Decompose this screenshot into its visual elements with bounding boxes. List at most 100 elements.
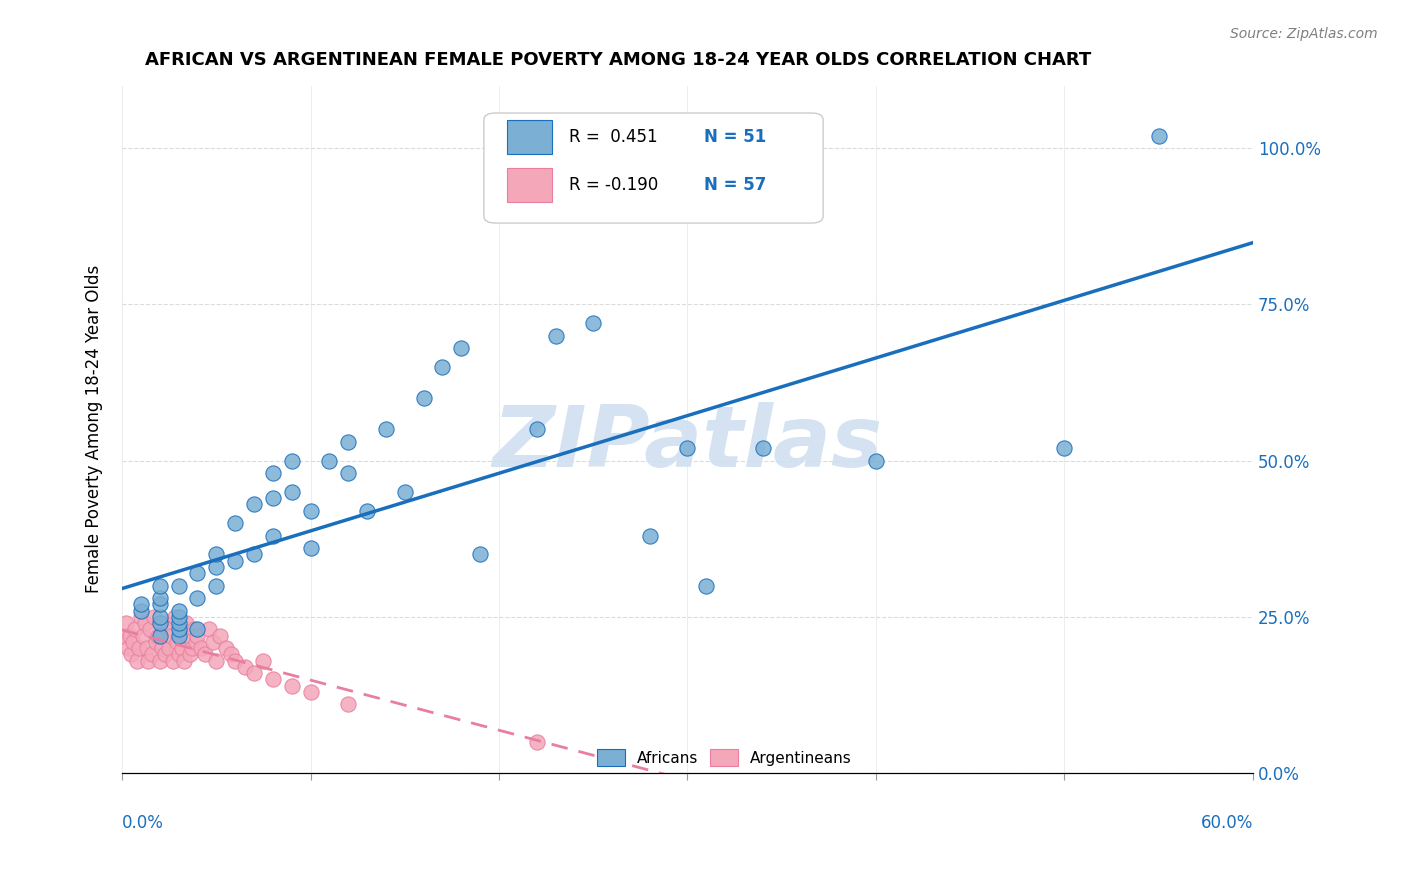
Point — [184, 635, 207, 649]
Point — [149, 591, 172, 606]
Point — [149, 616, 172, 631]
Point — [432, 359, 454, 374]
Point — [145, 635, 167, 649]
Point — [209, 629, 232, 643]
Point — [356, 503, 378, 517]
Point — [167, 623, 190, 637]
Point — [215, 641, 238, 656]
Point — [121, 648, 143, 662]
Point — [155, 648, 177, 662]
Point — [299, 685, 322, 699]
Point — [129, 610, 152, 624]
FancyBboxPatch shape — [484, 113, 823, 223]
Point — [180, 641, 202, 656]
Point — [186, 591, 208, 606]
Point — [167, 648, 190, 662]
Point — [141, 648, 163, 662]
Point — [186, 566, 208, 581]
Point — [174, 616, 197, 631]
Point — [262, 673, 284, 687]
Point — [205, 548, 228, 562]
Point — [262, 491, 284, 505]
Point — [167, 629, 190, 643]
Point — [752, 441, 775, 455]
Bar — [710, 749, 738, 766]
Point — [179, 648, 201, 662]
Point — [166, 635, 188, 649]
Point — [252, 654, 274, 668]
Y-axis label: Female Poverty Among 18-24 Year Olds: Female Poverty Among 18-24 Year Olds — [86, 265, 103, 593]
Point — [224, 516, 246, 530]
Text: Africans: Africans — [637, 750, 697, 765]
Point — [117, 641, 139, 656]
Point — [526, 735, 548, 749]
Point — [638, 528, 661, 542]
Point — [112, 629, 135, 643]
Point — [337, 698, 360, 712]
Text: Source: ZipAtlas.com: Source: ZipAtlas.com — [1230, 27, 1378, 41]
Point — [167, 579, 190, 593]
Point — [205, 560, 228, 574]
Text: R = -0.190: R = -0.190 — [568, 177, 658, 194]
Point — [149, 629, 172, 643]
Point — [167, 610, 190, 624]
Point — [243, 497, 266, 511]
Point — [143, 610, 166, 624]
Point — [676, 441, 699, 455]
Point — [134, 616, 156, 631]
Point — [150, 641, 173, 656]
Point — [374, 422, 396, 436]
Point — [149, 579, 172, 593]
Point — [450, 341, 472, 355]
Point — [337, 466, 360, 480]
Point — [299, 503, 322, 517]
Point — [412, 391, 434, 405]
Point — [205, 579, 228, 593]
Point — [129, 598, 152, 612]
Text: ZIPatlas: ZIPatlas — [492, 401, 883, 484]
Point — [172, 641, 194, 656]
Point — [122, 635, 145, 649]
Text: AFRICAN VS ARGENTINEAN FEMALE POVERTY AMONG 18-24 YEAR OLDS CORRELATION CHART: AFRICAN VS ARGENTINEAN FEMALE POVERTY AM… — [145, 51, 1091, 69]
Text: N = 57: N = 57 — [704, 177, 766, 194]
Point — [243, 666, 266, 681]
Point — [186, 629, 208, 643]
Point — [233, 660, 256, 674]
Point — [695, 579, 717, 593]
Point — [337, 434, 360, 449]
Point — [132, 629, 155, 643]
Point — [162, 654, 184, 668]
Point — [129, 604, 152, 618]
Point — [194, 648, 217, 662]
Point — [114, 616, 136, 631]
Point — [157, 641, 180, 656]
Text: Argentineans: Argentineans — [749, 750, 852, 765]
Point — [139, 623, 162, 637]
Point — [190, 641, 212, 656]
Point — [299, 541, 322, 555]
Point — [865, 453, 887, 467]
Point — [127, 654, 149, 668]
Point — [124, 623, 146, 637]
Point — [280, 679, 302, 693]
Bar — [598, 749, 626, 766]
Point — [160, 629, 183, 643]
Text: N = 51: N = 51 — [704, 128, 766, 146]
Point — [243, 548, 266, 562]
Point — [224, 554, 246, 568]
Point — [146, 629, 169, 643]
Point — [167, 604, 190, 618]
Point — [221, 648, 243, 662]
Point — [183, 623, 205, 637]
Text: R =  0.451: R = 0.451 — [568, 128, 658, 146]
Point — [128, 641, 150, 656]
Point — [582, 316, 605, 330]
Point — [1053, 441, 1076, 455]
Point — [156, 623, 179, 637]
Point — [318, 453, 340, 467]
Point — [177, 629, 200, 643]
Point — [205, 654, 228, 668]
Point — [526, 422, 548, 436]
Point — [544, 328, 567, 343]
Point — [169, 623, 191, 637]
